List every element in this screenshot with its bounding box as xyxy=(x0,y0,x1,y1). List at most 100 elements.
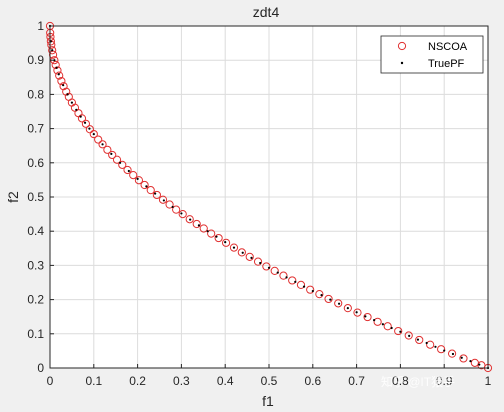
y-tick-label: 0.8 xyxy=(27,87,44,101)
x-tick-label: 0.3 xyxy=(173,374,190,388)
x-tick-label: 0.7 xyxy=(348,374,365,388)
nscoa-point xyxy=(279,271,288,280)
x-tick-label: 0.5 xyxy=(261,374,278,388)
nscoa-point xyxy=(85,125,94,134)
truepf-point xyxy=(478,363,481,366)
truepf-point xyxy=(451,352,455,356)
legend-marker-nscoa xyxy=(397,41,407,51)
truepf-point xyxy=(224,241,227,244)
nscoa-point xyxy=(51,60,60,70)
y-tick-label: 0.1 xyxy=(27,327,44,341)
truepf-point xyxy=(75,108,78,111)
truepf-point xyxy=(320,294,323,297)
nscoa-point xyxy=(459,354,468,363)
nscoa-point xyxy=(158,195,168,204)
nscoa-point xyxy=(89,129,98,139)
truepf-point xyxy=(373,319,376,322)
nscoa-point xyxy=(334,299,343,308)
x-axis-label: f1 xyxy=(262,393,274,409)
truepf-point xyxy=(62,84,65,87)
nscoa-point xyxy=(108,150,117,160)
truepf-point xyxy=(171,205,174,209)
truepf-point xyxy=(460,356,463,359)
truepf-point xyxy=(408,334,411,337)
truepf-point xyxy=(355,311,358,314)
nscoa-point xyxy=(118,160,127,169)
nscoa-point xyxy=(237,248,246,257)
nscoa-point xyxy=(207,229,216,238)
nscoa-point xyxy=(363,312,372,322)
legend-label-truepf: TruePF xyxy=(428,58,465,70)
y-axis-ticks: 0 0.1 0.2 0.3 0.4 0.5 0.6 0.7 0.8 0.9 1 xyxy=(27,19,54,375)
series-truepf xyxy=(48,24,490,370)
nscoa-point xyxy=(245,252,254,261)
nscoa-point xyxy=(437,345,446,354)
nscoa-point xyxy=(315,290,324,299)
nscoa-point xyxy=(343,304,352,313)
nscoa-point xyxy=(48,46,57,55)
truepf-point xyxy=(55,66,58,69)
truepf-point xyxy=(92,132,95,136)
nscoa-point xyxy=(192,219,201,229)
nscoa-point xyxy=(415,335,424,345)
truepf-point xyxy=(215,235,218,238)
nscoa-point xyxy=(46,37,55,46)
chart-title: zdt4 xyxy=(253,4,280,20)
y-tick-label: 0 xyxy=(37,361,44,375)
truepf-point xyxy=(51,49,54,52)
y-tick-label: 0.6 xyxy=(27,156,44,170)
nscoa-point xyxy=(185,215,194,224)
truepf-point xyxy=(57,73,60,76)
truepf-point xyxy=(469,360,472,363)
truepf-point xyxy=(425,341,428,345)
nscoa-point xyxy=(447,349,457,358)
truepf-point xyxy=(443,349,446,352)
y-tick-label: 0.3 xyxy=(27,258,44,272)
nscoa-point xyxy=(178,210,187,219)
nscoa-point xyxy=(112,155,122,164)
truepf-point xyxy=(136,177,139,180)
x-tick-label: 0.6 xyxy=(304,374,321,388)
nscoa-point xyxy=(199,224,208,233)
nscoa-point xyxy=(59,82,68,91)
y-axis-label: f2 xyxy=(5,191,21,203)
truepf-point xyxy=(390,326,393,330)
nscoa-point xyxy=(57,76,66,86)
y-tick-label: 0.2 xyxy=(27,293,44,307)
nscoa-point xyxy=(253,257,263,266)
nscoa-point xyxy=(373,317,382,326)
watermark-text: 知乎 @IT猿手 xyxy=(381,374,455,389)
nscoa-point xyxy=(383,322,392,331)
y-tick-label: 0.4 xyxy=(27,224,44,238)
truepf-point xyxy=(329,298,332,301)
truepf-point xyxy=(399,330,402,333)
truepf-point xyxy=(145,185,148,188)
x-tick-label: 0.9 xyxy=(436,374,453,388)
nscoa-point xyxy=(140,180,149,190)
truepf-point xyxy=(364,315,367,318)
truepf-point xyxy=(337,302,341,305)
nscoa-point xyxy=(146,186,155,195)
truepf-point xyxy=(127,169,130,173)
x-axis-ticks: 0 0.1 0.2 0.3 0.4 0.5 0.6 0.7 0.8 0.9 1 xyxy=(47,364,492,388)
truepf-point xyxy=(259,261,262,265)
nscoa-point xyxy=(404,331,413,340)
y-tick-label: 0.5 xyxy=(27,190,44,204)
truepf-point xyxy=(189,218,192,221)
nscoa-point xyxy=(55,71,64,80)
truepf-point xyxy=(206,230,209,233)
nscoa-point xyxy=(426,340,435,349)
nscoa-point xyxy=(77,114,87,123)
legend-marker-truepf xyxy=(400,61,404,65)
series-nscoa xyxy=(45,21,493,373)
nscoa-point xyxy=(81,119,91,128)
nscoa-point xyxy=(270,266,279,275)
nscoa-point xyxy=(229,243,239,252)
truepf-point xyxy=(381,323,384,326)
x-tick-label: 1 xyxy=(485,374,492,388)
truepf-point xyxy=(294,280,297,283)
nscoa-point xyxy=(123,165,132,175)
nscoa-point xyxy=(288,276,297,285)
nscoa-point xyxy=(262,262,271,271)
